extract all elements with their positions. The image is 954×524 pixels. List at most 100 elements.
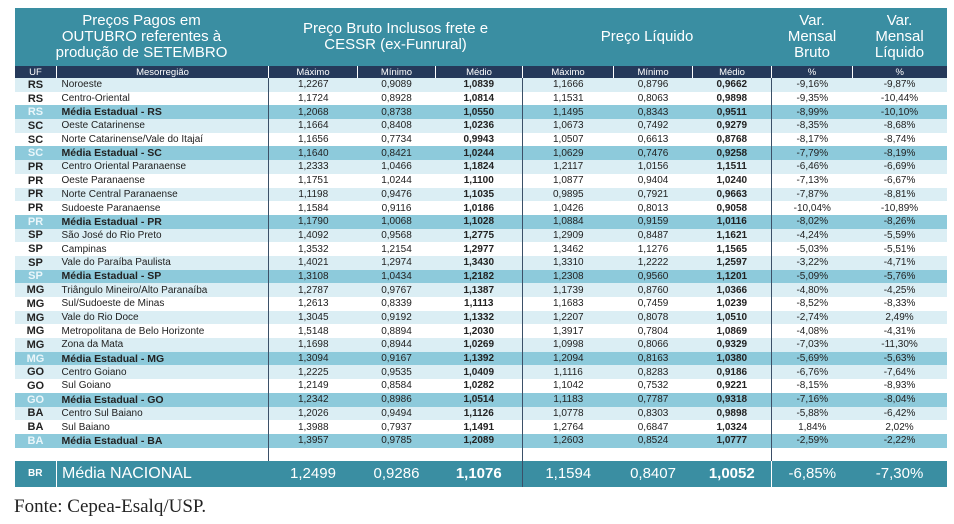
bruto-med-cell: 1,0244 [435,146,523,161]
var-bruto-cell: -4,24% [771,228,853,243]
bruto-med-cell: 1,0814 [435,91,523,106]
bruto-max-cell: 1,1790 [268,214,358,229]
bruto-max-cell: 1,4092 [268,228,358,243]
liquido-med-cell: 0,9898 [692,406,772,421]
region-cell: Norte Catarinense/Vale do Itajaí [56,132,269,147]
liquido-max-cell: 1,0507 [522,132,614,147]
subheader-cell: Médio [692,66,772,78]
state-average-row: MG Média Estadual - MG 1,3094 0,9167 1,1392 1… [14,351,947,366]
bruto-min-cell: 1,0466 [357,160,436,174]
bruto-min-cell: 0,9568 [357,228,436,243]
uf-cell: RS [14,78,57,92]
bruto-min-cell: 0,9116 [357,201,436,215]
table-row: SP Vale do Paraíba Paulista 1,4021 1,2974 1,… [14,255,947,270]
region-cell: Média Estadual - SP [56,269,269,284]
bruto-max-cell: 1,2225 [268,365,358,380]
bruto-max-cell: 1,1656 [268,132,358,147]
empty-cell [522,447,614,461]
bruto-max-cell: 1,2342 [268,392,358,407]
liquido-min-cell: 0,8407 [613,460,693,487]
uf-cell: SP [14,228,57,243]
bruto-max-cell: 1,1584 [268,201,358,215]
bruto-med-cell: 1,1028 [435,214,523,229]
liquido-max-cell: 0,9895 [522,187,614,202]
bruto-min-cell: 0,9167 [357,351,436,366]
liquido-max-cell: 1,0877 [522,173,614,188]
table-row: BA Centro Sul Baiano 1,2026 0,9494 1,1126 1,0… [14,406,947,421]
liquido-min-cell: 0,6847 [613,420,693,434]
liquido-med-cell: 0,9186 [692,365,772,380]
liquido-min-cell: 0,7804 [613,324,693,339]
var-liquido-cell: 2,49% [852,310,947,325]
bruto-max-cell: 1,1698 [268,338,358,352]
bruto-max-cell: 1,3532 [268,242,358,256]
uf-cell: RS [14,105,57,120]
table-row: MG Metropolitana de Belo Horizonte 1,5148 0… [14,324,947,339]
bruto-med-cell: 1,1824 [435,160,523,174]
bruto-max-cell: 1,3045 [268,310,358,325]
bruto-min-cell: 0,8584 [357,379,436,393]
bruto-med-cell: 0,9943 [435,132,523,147]
liquido-med-cell: 0,9058 [692,201,772,215]
bruto-med-cell: 1,1387 [435,283,523,297]
subheader-cell: % [852,66,947,78]
liquido-med-cell: 0,9221 [692,379,772,393]
empty-cell [357,447,436,461]
bruto-max-cell: 1,2149 [268,379,358,393]
table-row: MG Vale do Rio Doce 1,3045 0,9192 1,1332 1,22… [14,310,947,325]
liquido-min-cell: 0,7532 [613,379,693,393]
region-cell: Vale do Rio Doce [56,310,269,325]
header-var-liquido: Var. Mensal Líquido [852,8,947,66]
table-row: MG Zona da Mata 1,1698 0,8944 1,0269 1,0998 0,… [14,338,947,352]
var-liquido-cell: -8,74% [852,132,947,147]
liquido-min-cell: 0,7492 [613,119,693,133]
bruto-min-cell: 0,7734 [357,132,436,147]
region-cell: Noroeste [56,78,269,92]
bruto-max-cell: 1,2333 [268,160,358,174]
var-liquido-cell: -5,51% [852,242,947,256]
var-bruto-cell: -8,99% [771,105,853,120]
empty-cell [14,447,57,461]
liquido-max-cell: 1,0629 [522,146,614,161]
bruto-max-cell: 1,3108 [268,269,358,284]
table-row: MG Sul/Sudoeste de Minas 1,2613 0,8339 1,111… [14,297,947,311]
var-liquido-cell: -8,19% [852,146,947,161]
uf-cell: BA [14,406,57,421]
liquido-max-cell: 1,2603 [522,433,614,448]
region-cell: Centro Oriental Paranaense [56,160,269,174]
liquido-min-cell: 0,7476 [613,146,693,161]
uf-cell: PR [14,173,57,188]
header-preco-bruto: Preço Bruto Inclusos frete e CESSR (ex-F… [268,8,523,66]
uf-cell: BA [14,420,57,434]
var-bruto-cell: -4,80% [771,283,853,297]
liquido-max-cell: 1,2909 [522,228,614,243]
uf-cell: SP [14,255,57,270]
uf-cell: PR [14,214,57,229]
liquido-med-cell: 1,0366 [692,283,772,297]
bruto-min-cell: 0,8339 [357,297,436,311]
header-row: Preços Pagos em OUTUBRO referentes à pro… [14,8,947,66]
liquido-med-cell: 1,2597 [692,255,772,270]
liquido-max-cell: 1,0426 [522,201,614,215]
liquido-max-cell: 1,1116 [522,365,614,380]
table-row: SP São José do Rio Preto 1,4092 0,9568 1,277… [14,228,947,243]
region-cell: Média Estadual - MG [56,351,269,366]
var-bruto-cell: -6,85% [771,460,853,487]
bruto-max-cell: 1,3957 [268,433,358,448]
bruto-med-cell: 1,0839 [435,78,523,92]
liquido-max-cell: 1,0673 [522,119,614,133]
var-liquido-cell: -6,67% [852,173,947,188]
liquido-max-cell: 1,2207 [522,310,614,325]
uf-cell: MG [14,310,57,325]
var-bruto-cell: -7,16% [771,392,853,407]
region-cell: Campinas [56,242,269,256]
bruto-med-cell: 1,1392 [435,351,523,366]
liquido-med-cell: 0,9511 [692,105,772,120]
liquido-min-cell: 0,9560 [613,269,693,284]
bruto-max-cell: 1,3094 [268,351,358,366]
var-bruto-cell: -8,35% [771,119,853,133]
liquido-med-cell: 1,0324 [692,420,772,434]
spacer-row [14,447,947,461]
liquido-max-cell: 1,1594 [522,460,614,487]
table-row: GO Sul Goiano 1,2149 0,8584 1,0282 1,1042 0,75… [14,379,947,393]
